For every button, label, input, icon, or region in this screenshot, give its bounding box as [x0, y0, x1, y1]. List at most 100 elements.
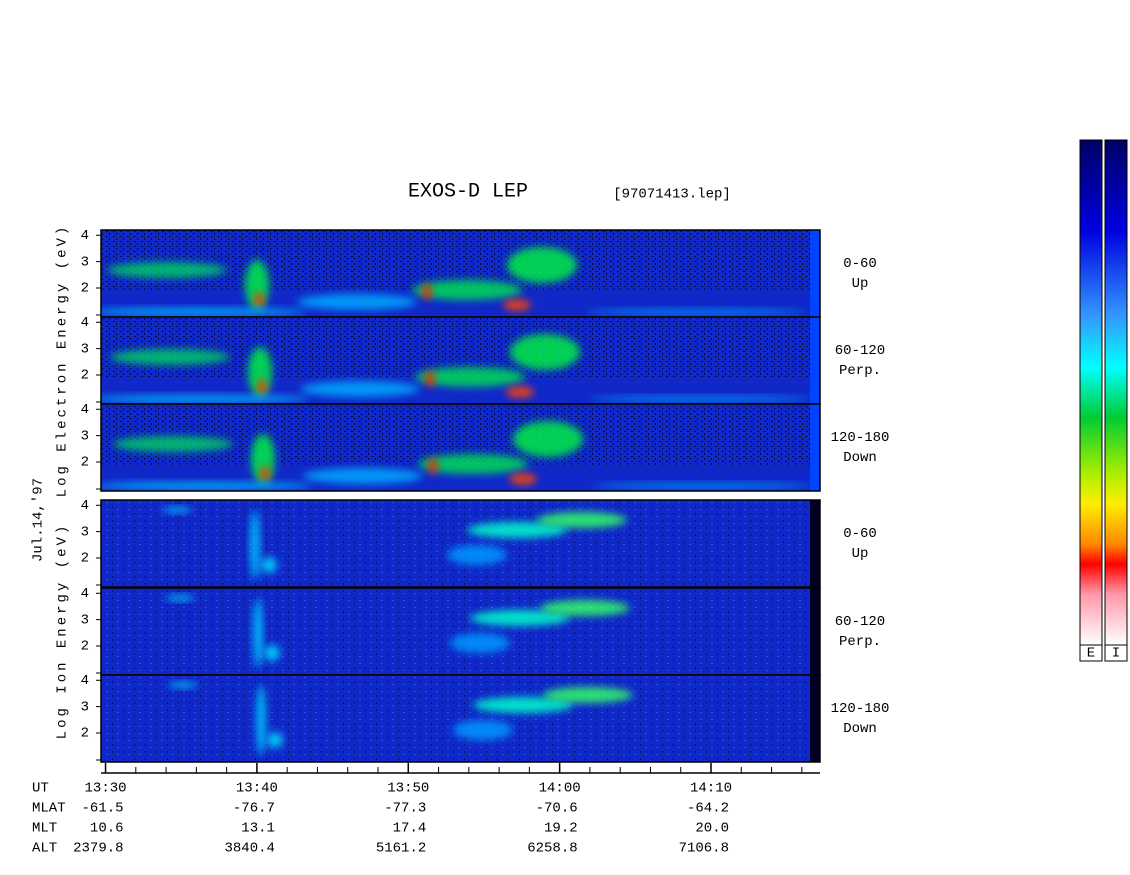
spectrogram [101, 317, 820, 404]
spectrogram-feature [506, 386, 534, 398]
orbit-value: 17.4 [393, 821, 427, 837]
panel-frame [100, 499, 821, 588]
spectrogram-panel [100, 674, 821, 763]
x-tick-label: 13:40 [236, 781, 278, 797]
panel-angle: 120-180 [831, 430, 890, 446]
spectrogram-feature [267, 732, 283, 748]
x-tick-label: 14:00 [539, 781, 581, 797]
y-tick-label: 2 [81, 455, 89, 471]
y-tick-label: 4 [81, 402, 89, 418]
y-tick-label: 2 [81, 368, 89, 384]
spectrogram-feature [540, 600, 630, 616]
panel-direction: Perp. [839, 634, 881, 650]
spectrogram [101, 500, 820, 587]
spectrogram-feature [250, 510, 260, 580]
spectrogram-panel [100, 316, 821, 405]
spectrogram-feature [543, 687, 633, 703]
spectrogram-edge [810, 588, 820, 675]
spectrogram-feature [447, 545, 507, 565]
y-tick-label: 4 [81, 315, 89, 331]
panel-angle: 0-60 [843, 526, 877, 542]
spectrogram-panel [100, 587, 821, 676]
y-tick-label: 2 [81, 281, 89, 297]
spectrogram-feature [507, 247, 577, 283]
spectrogram-feature [165, 595, 195, 601]
spectrogram-edge [810, 675, 820, 762]
panel-frame [100, 403, 821, 492]
spectrogram-feature [256, 685, 266, 755]
chart-title: EXOS-D LEP [408, 180, 528, 203]
orbit-value: -64.2 [687, 801, 729, 817]
spectrogram-edge [810, 317, 820, 404]
spectrogram-feature [107, 262, 227, 278]
spectrogram-panel [100, 403, 821, 492]
orbit-value: 6258.8 [527, 841, 577, 857]
spectrogram-edge [810, 230, 820, 317]
colorbar-label: E [1087, 646, 1095, 662]
spectrogram-feature [422, 284, 432, 300]
spectrogram-noise [101, 675, 820, 762]
spectrogram-feature [428, 458, 438, 474]
orbit-value: -61.5 [82, 801, 124, 817]
colorbar-label: I [1112, 646, 1120, 662]
spectrogram-feature [412, 280, 522, 300]
y-tick-label: 3 [81, 341, 89, 357]
spectrogram-feature [587, 309, 807, 315]
orbit-value: 2379.8 [73, 841, 123, 857]
spectrogram-panel [100, 229, 821, 318]
spectrogram-feature [101, 308, 307, 316]
panel-direction: Up [852, 276, 869, 292]
y-tick-label: 4 [81, 586, 89, 602]
x-tick-label: 13:30 [85, 781, 127, 797]
spectrogram [101, 588, 820, 675]
y-tick-label: 4 [81, 498, 89, 514]
spectrogram-feature [168, 682, 198, 688]
y-tick-label: 3 [81, 612, 89, 628]
spectrogram [101, 230, 820, 317]
colorbar [1104, 139, 1128, 646]
y-tick-label: 4 [81, 228, 89, 244]
panel-angle: 0-60 [843, 256, 877, 272]
spectrogram-feature [453, 720, 513, 740]
y-axis-label: Log Electron Energy (eV) [55, 224, 71, 498]
y-tick-label: 2 [81, 551, 89, 567]
y-axis-label: Log Ion Energy (eV) [55, 523, 71, 740]
spectrogram-feature [503, 299, 531, 311]
spectrogram-feature [253, 598, 263, 668]
spectrogram-feature [101, 395, 310, 403]
spectrogram-feature [264, 645, 280, 661]
spectrogram-feature [415, 367, 525, 387]
x-tick-label: 14:10 [690, 781, 732, 797]
spectrogram-feature [254, 292, 264, 308]
spectrogram-edge [810, 500, 820, 587]
spectrogram-feature [473, 697, 573, 713]
panel-direction: Up [852, 546, 869, 562]
spectrogram-panel [100, 499, 821, 588]
panel-angle: 60-120 [835, 614, 885, 630]
orbit-value: 13.1 [241, 821, 275, 837]
orbit-row-label: MLT [32, 821, 57, 837]
spectrogram-feature [110, 349, 230, 365]
panel-direction: Perp. [839, 363, 881, 379]
orbit-row-label: MLAT [32, 801, 66, 817]
orbit-value: 19.2 [544, 821, 578, 837]
panel-frame [100, 674, 821, 763]
x-tick-label: 13:50 [387, 781, 429, 797]
spectrogram-noise [101, 500, 820, 587]
orbit-value: 5161.2 [376, 841, 426, 857]
file-name: [97071413.lep] [613, 187, 731, 203]
spectrogram-feature [590, 396, 810, 402]
spectrogram-feature [260, 466, 270, 482]
spectrogram-feature [297, 294, 417, 310]
spectrogram [101, 404, 820, 491]
panel-direction: Down [843, 721, 877, 737]
y-tick-label: 2 [81, 726, 89, 742]
spectrogram-feature [418, 454, 528, 474]
y-tick-label: 3 [81, 524, 89, 540]
orbit-value: 7106.8 [679, 841, 729, 857]
y-tick-label: 3 [81, 699, 89, 715]
y-tick-label: 4 [81, 673, 89, 689]
spectrogram-feature [162, 507, 192, 513]
spectrogram-feature [509, 473, 537, 485]
